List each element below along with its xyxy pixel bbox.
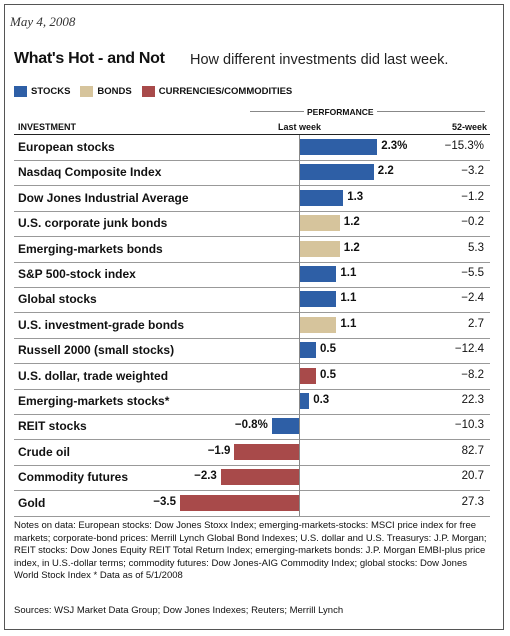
- table-row: Commodity futures −2.3 20.7: [14, 465, 490, 492]
- bar-value-label: 1.1: [340, 317, 357, 330]
- bar-value-label: 0.5: [320, 343, 336, 356]
- week52-value: −12.4: [454, 343, 484, 356]
- bar-value-label: −0.8%: [234, 419, 268, 432]
- legend-item-stocks: STOCKS: [14, 86, 70, 97]
- week52-value: −5.5: [461, 267, 484, 279]
- table-row: Emerging-markets bonds 1.2 5.3: [14, 237, 490, 263]
- row-label: U.S. corporate junk bonds: [18, 216, 168, 231]
- bar-value-label: 2.2: [377, 165, 394, 178]
- bar-value-label: 1.2: [343, 241, 360, 254]
- row-label: REIT stocks: [18, 419, 87, 434]
- chart-subtitle: How different investments did last week.: [190, 52, 449, 68]
- table-row: European stocks 2.3% −15.3%: [14, 135, 490, 161]
- row-label: Commodity futures: [18, 470, 129, 485]
- week52-value: −1.2: [461, 190, 484, 203]
- bar: [299, 266, 337, 282]
- legend: STOCKS BONDS CURRENCIES/COMMODITIES: [14, 86, 302, 97]
- row-label: U.S. investment-grade bonds: [18, 317, 185, 332]
- bar: [180, 494, 299, 511]
- bar-value-label: −3.5: [153, 495, 176, 508]
- sources: Sources: WSJ Market Data Group; Dow Jone…: [14, 605, 344, 616]
- week52-value: 27.3: [461, 495, 484, 508]
- bar: [299, 189, 344, 206]
- bar: [234, 443, 299, 460]
- legend-label-currencies: CURRENCIES/COMMODITIES: [158, 86, 293, 97]
- row-label: Russell 2000 (small stocks): [18, 343, 175, 358]
- bar: [299, 316, 337, 333]
- week52-value: 20.7: [461, 470, 484, 483]
- bar: [299, 291, 337, 308]
- table-row: Gold −3.5 27.3: [14, 491, 490, 517]
- table-row: Nasdaq Composite Index 2.2 −3.2: [14, 160, 490, 187]
- bar: [220, 469, 299, 486]
- header-rule: [14, 134, 490, 135]
- bar-value-label: 1.1: [340, 267, 357, 279]
- bar-value-label: 2.3%: [381, 140, 408, 152]
- zero-baseline: [299, 135, 300, 516]
- bar: [299, 342, 316, 359]
- week52-value: 2.7: [468, 317, 484, 330]
- week52-value: −2.4: [461, 292, 484, 305]
- legend-swatch-bonds: [80, 86, 94, 97]
- legend-label-bonds: BONDS: [97, 86, 132, 97]
- row-label: U.S. dollar, trade weighted: [18, 368, 169, 383]
- bar-value-label: 1.1: [340, 292, 357, 305]
- week52-header: 52-week: [452, 122, 488, 132]
- last-week-header: Last week: [278, 122, 322, 132]
- row-label: Nasdaq Composite Index: [18, 165, 162, 180]
- table-row: Global stocks 1.1 −2.4: [14, 287, 490, 314]
- row-label: Crude oil: [18, 444, 71, 459]
- bar: [299, 393, 310, 409]
- bar-value-label: −1.9: [207, 444, 231, 457]
- investment-header: INVESTMENT: [18, 122, 77, 132]
- chart-title: What's Hot - and Not: [14, 50, 165, 67]
- week52-value: 5.3: [468, 241, 484, 254]
- table-row: Emerging-markets stocks* 0.3 22.3: [14, 389, 490, 415]
- table-row: Crude oil −1.9 82.7: [14, 440, 490, 466]
- row-label: Dow Jones Industrial Average: [18, 190, 189, 205]
- bar-value-label: 0.3: [313, 394, 330, 406]
- table-row: Russell 2000 (small stocks) 0.5 −12.4: [14, 338, 490, 365]
- week52-value: 22.3: [461, 394, 484, 406]
- row-label: Global stocks: [18, 292, 97, 307]
- bar: [299, 139, 378, 155]
- table-row: U.S. corporate junk bonds 1.2 −0.2: [14, 211, 490, 238]
- table-row: Dow Jones Industrial Average 1.3 −1.2: [14, 186, 490, 212]
- bar-value-label: −2.3: [194, 470, 217, 483]
- legend-item-bonds: BONDS: [80, 86, 132, 97]
- chart-frame: [4, 4, 504, 630]
- bar-value-label: 1.3: [347, 190, 364, 203]
- bar: [271, 418, 299, 435]
- bar: [299, 215, 340, 232]
- bar: [299, 367, 316, 384]
- table-row: U.S. dollar, trade weighted 0.5 −8.2: [14, 364, 490, 390]
- week52-value: −0.2: [461, 216, 484, 229]
- table-row: U.S. investment-grade bonds 1.1 2.7: [14, 313, 490, 339]
- week52-value: −8.2: [461, 368, 484, 381]
- bar-value-label: 0.5: [320, 368, 336, 381]
- bar-value-label: 1.2: [343, 216, 360, 229]
- notes: Notes on data: European stocks: Dow Jone…: [14, 520, 487, 581]
- legend-swatch-currencies: [141, 86, 155, 97]
- week52-value: −3.2: [461, 165, 484, 178]
- bar: [299, 240, 340, 257]
- legend-swatch-stocks: [14, 86, 27, 97]
- table-row: REIT stocks −0.8% −10.3: [14, 414, 490, 441]
- row-label: Gold: [18, 495, 46, 510]
- row-label: S&P 500-stock index: [18, 267, 136, 281]
- legend-item-currencies: CURRENCIES/COMMODITIES: [141, 86, 293, 97]
- date-label: May 4, 2008: [10, 14, 76, 29]
- row-label: Emerging-markets stocks*: [18, 394, 170, 408]
- table-row: S&P 500-stock index 1.1 −5.5: [14, 262, 490, 288]
- week52-value: −15.3%: [444, 140, 484, 152]
- bar: [299, 164, 374, 181]
- legend-label-stocks: STOCKS: [31, 86, 71, 97]
- row-label: Emerging-markets bonds: [18, 241, 163, 256]
- week52-value: 82.7: [461, 444, 484, 457]
- week52-value: −10.3: [454, 419, 484, 432]
- performance-header: PERFORMANCE: [304, 107, 377, 117]
- row-label: European stocks: [18, 140, 115, 154]
